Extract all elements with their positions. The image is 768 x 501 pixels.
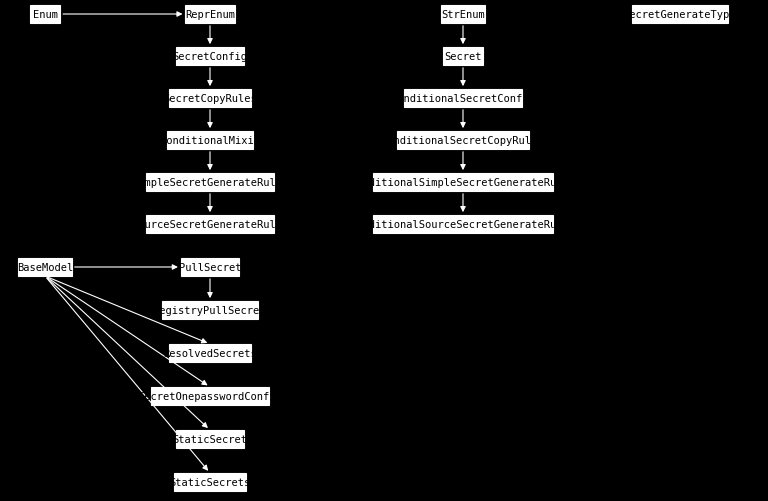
Text: ResolvedSecrets: ResolvedSecrets	[163, 348, 257, 358]
Text: Enum: Enum	[32, 10, 58, 20]
FancyBboxPatch shape	[632, 6, 728, 24]
Text: ConditionalSimpleSecretGenerateRules: ConditionalSimpleSecretGenerateRules	[350, 178, 575, 188]
FancyBboxPatch shape	[185, 6, 234, 24]
Text: SecretConfig: SecretConfig	[173, 52, 247, 62]
Text: BaseModel: BaseModel	[17, 263, 73, 273]
FancyBboxPatch shape	[441, 6, 485, 24]
Text: StaticSecrets: StaticSecrets	[170, 477, 250, 487]
Text: ConditionalSecretCopyRules: ConditionalSecretCopyRules	[382, 136, 545, 146]
FancyBboxPatch shape	[146, 174, 274, 191]
FancyBboxPatch shape	[403, 90, 522, 108]
FancyBboxPatch shape	[18, 259, 72, 277]
FancyBboxPatch shape	[373, 174, 553, 191]
FancyBboxPatch shape	[162, 302, 258, 319]
Text: PullSecret: PullSecret	[179, 263, 241, 273]
FancyBboxPatch shape	[176, 48, 244, 66]
FancyBboxPatch shape	[167, 132, 253, 150]
Text: ConditionalMixin: ConditionalMixin	[160, 136, 260, 146]
FancyBboxPatch shape	[396, 132, 529, 150]
FancyBboxPatch shape	[146, 215, 274, 233]
Text: StaticSecret: StaticSecret	[173, 434, 247, 444]
Text: ReprEnum: ReprEnum	[185, 10, 235, 20]
FancyBboxPatch shape	[30, 6, 61, 24]
Text: StrEnum: StrEnum	[441, 10, 485, 20]
FancyBboxPatch shape	[373, 215, 553, 233]
Text: RegistryPullSecret: RegistryPullSecret	[154, 306, 266, 315]
Text: ConditionalSourceSecretGenerateRules: ConditionalSourceSecretGenerateRules	[350, 219, 575, 229]
FancyBboxPatch shape	[169, 90, 251, 108]
FancyBboxPatch shape	[169, 344, 251, 362]
FancyBboxPatch shape	[174, 473, 247, 491]
Text: SecretOnepasswordConfig: SecretOnepasswordConfig	[138, 391, 282, 401]
FancyBboxPatch shape	[176, 430, 244, 448]
FancyBboxPatch shape	[151, 387, 270, 405]
Text: SourceSecretGenerateRules: SourceSecretGenerateRules	[132, 219, 288, 229]
Text: ConditionalSecretConfig: ConditionalSecretConfig	[391, 94, 535, 104]
Text: SecretCopyRules: SecretCopyRules	[163, 94, 257, 104]
Text: SimpleSecretGenerateRules: SimpleSecretGenerateRules	[132, 178, 288, 188]
Text: SecretGenerateType: SecretGenerateType	[624, 10, 737, 20]
Text: Secret: Secret	[444, 52, 482, 62]
FancyBboxPatch shape	[180, 259, 240, 277]
FancyBboxPatch shape	[443, 48, 483, 66]
